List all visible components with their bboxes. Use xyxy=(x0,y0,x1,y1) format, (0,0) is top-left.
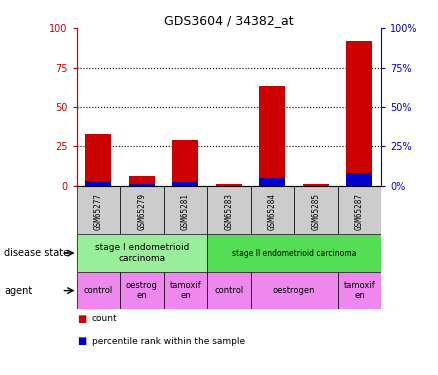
Bar xyxy=(251,186,294,234)
Text: GSM65277: GSM65277 xyxy=(94,193,103,230)
Bar xyxy=(346,41,372,186)
Bar xyxy=(251,272,338,309)
Bar xyxy=(164,186,207,234)
Bar xyxy=(346,173,372,186)
Text: oestrogen: oestrogen xyxy=(273,286,315,295)
Bar xyxy=(259,86,286,186)
Text: GSM65285: GSM65285 xyxy=(311,193,320,230)
Bar xyxy=(129,176,155,186)
Bar xyxy=(120,272,164,309)
Bar xyxy=(303,184,329,186)
Bar xyxy=(259,178,286,186)
Bar xyxy=(294,186,338,234)
Text: GSM65284: GSM65284 xyxy=(268,193,277,230)
Text: oestrog
en: oestrog en xyxy=(126,281,158,300)
Bar xyxy=(207,234,381,272)
Text: ■: ■ xyxy=(77,314,86,324)
Bar xyxy=(77,234,207,272)
Text: tamoxif
en: tamoxif en xyxy=(170,281,201,300)
Bar xyxy=(207,272,251,309)
Bar xyxy=(207,186,251,234)
Bar xyxy=(85,181,111,186)
Text: stage II endometrioid carcinoma: stage II endometrioid carcinoma xyxy=(232,249,356,258)
Text: control: control xyxy=(214,286,244,295)
Bar xyxy=(172,140,198,186)
Text: agent: agent xyxy=(4,286,32,296)
Text: GSM65283: GSM65283 xyxy=(224,193,233,230)
Text: disease state: disease state xyxy=(4,248,70,258)
Text: GSM65279: GSM65279 xyxy=(138,193,146,230)
Text: count: count xyxy=(92,314,118,323)
Text: tamoxif
en: tamoxif en xyxy=(343,281,375,300)
Bar xyxy=(338,186,381,234)
Text: GSM65287: GSM65287 xyxy=(355,193,364,230)
Text: ■: ■ xyxy=(77,336,86,346)
Bar xyxy=(338,272,381,309)
Bar xyxy=(77,272,120,309)
Bar xyxy=(129,184,155,186)
Text: percentile rank within the sample: percentile rank within the sample xyxy=(92,337,245,346)
Text: control: control xyxy=(84,286,113,295)
Bar xyxy=(164,272,207,309)
Text: GSM65281: GSM65281 xyxy=(181,193,190,230)
Bar xyxy=(85,134,111,186)
Bar xyxy=(216,184,242,186)
Bar xyxy=(120,186,164,234)
Title: GDS3604 / 34382_at: GDS3604 / 34382_at xyxy=(164,14,293,27)
Bar xyxy=(172,183,198,186)
Text: stage I endometrioid
carcinoma: stage I endometrioid carcinoma xyxy=(95,243,189,263)
Bar xyxy=(77,186,120,234)
